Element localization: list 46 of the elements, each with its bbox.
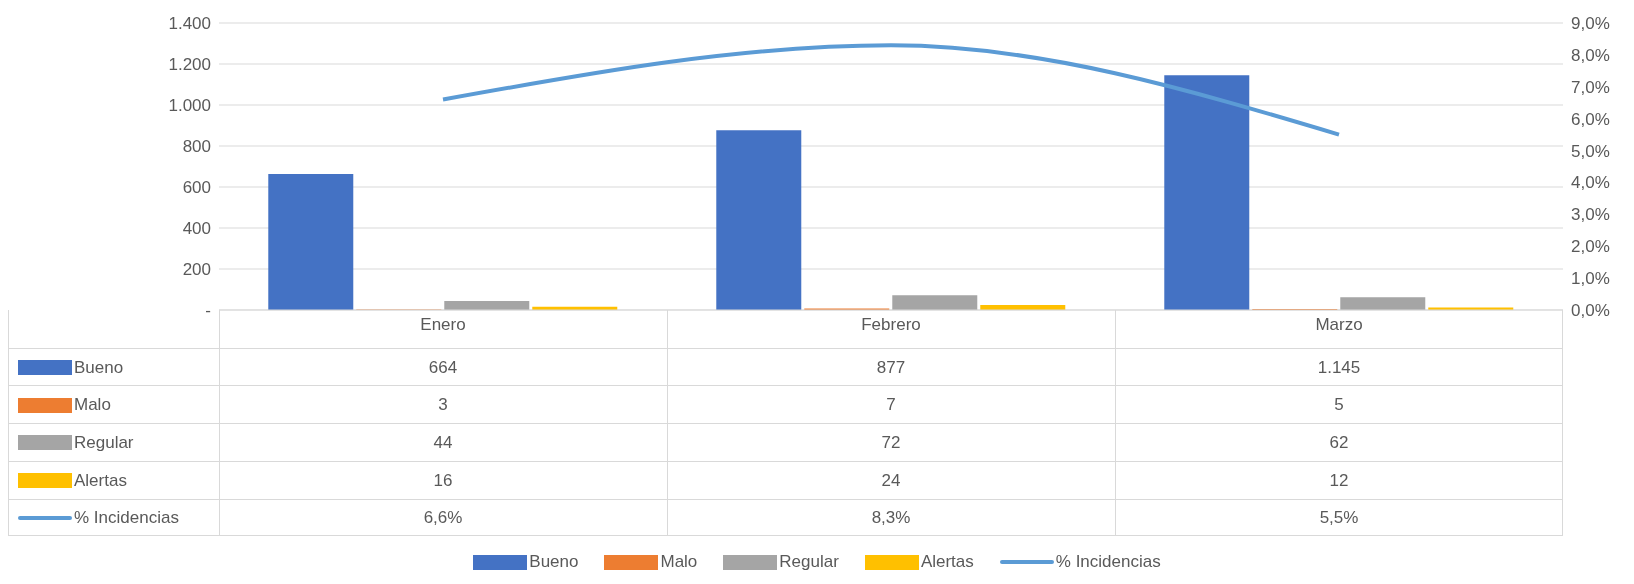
- legend-label: Regular: [779, 552, 839, 572]
- y2-tick-label: 1,0%: [1571, 269, 1610, 289]
- text: Alertas: [74, 470, 127, 490]
- y-tick-label: 1.000: [168, 96, 211, 116]
- x-tick-label: Marzo: [1315, 315, 1363, 335]
- y-tick-label: -: [205, 301, 211, 321]
- data-label: 7: [885, 394, 897, 417]
- y2-tick-label: 7,0%: [1571, 77, 1610, 97]
- data-label: 12: [1328, 469, 1350, 492]
- data-label: 62: [1328, 431, 1350, 454]
- data-label: 8,3%: [870, 507, 912, 530]
- y-tick-label: 400: [182, 219, 211, 239]
- text: Regular: [74, 432, 134, 452]
- y2-tick-label: 2,0%: [1571, 237, 1610, 257]
- y2-tick-label: 0,0%: [1571, 301, 1610, 321]
- data-label: 16: [432, 469, 454, 492]
- text: Bueno: [529, 552, 579, 571]
- text: % Incidencias: [74, 508, 179, 528]
- y-tick-label: 1.200: [168, 55, 211, 75]
- legend-label: Malo: [660, 552, 698, 572]
- data-label: 44: [432, 431, 454, 454]
- data-label: 5,5%: [1318, 507, 1360, 530]
- y2-tick-label: 6,0%: [1571, 109, 1610, 129]
- y2-tick-label: 4,0%: [1571, 173, 1610, 193]
- data-label: 5: [1333, 394, 1345, 417]
- y-tick-label: 200: [182, 260, 211, 280]
- data-label: 3: [437, 394, 449, 417]
- legend-label: Alertas: [920, 552, 974, 572]
- legend-label: Bueno: [74, 357, 124, 378]
- data-label: 72: [880, 431, 902, 454]
- y2-tick-label: 9,0%: [1571, 14, 1610, 34]
- x-tick-label: Enero: [420, 315, 466, 335]
- y-tick-label: 1.400: [168, 14, 211, 34]
- data-label: 6,6%: [422, 507, 464, 530]
- y-tick-label: 600: [182, 178, 211, 198]
- y2-tick-label: 5,0%: [1571, 141, 1610, 161]
- text: Malo: [74, 395, 111, 415]
- data-label: 1.145: [1316, 356, 1362, 379]
- y-tick-label: 800: [182, 137, 211, 157]
- data-label: 664: [427, 356, 459, 379]
- x-tick-label: Febrero: [861, 315, 921, 335]
- legend-label: % Incidencias: [1055, 552, 1161, 572]
- data-label: 877: [875, 356, 907, 379]
- y2-tick-label: 8,0%: [1571, 45, 1610, 65]
- data-label: 24: [880, 469, 902, 492]
- y2-tick-label: 3,0%: [1571, 205, 1610, 225]
